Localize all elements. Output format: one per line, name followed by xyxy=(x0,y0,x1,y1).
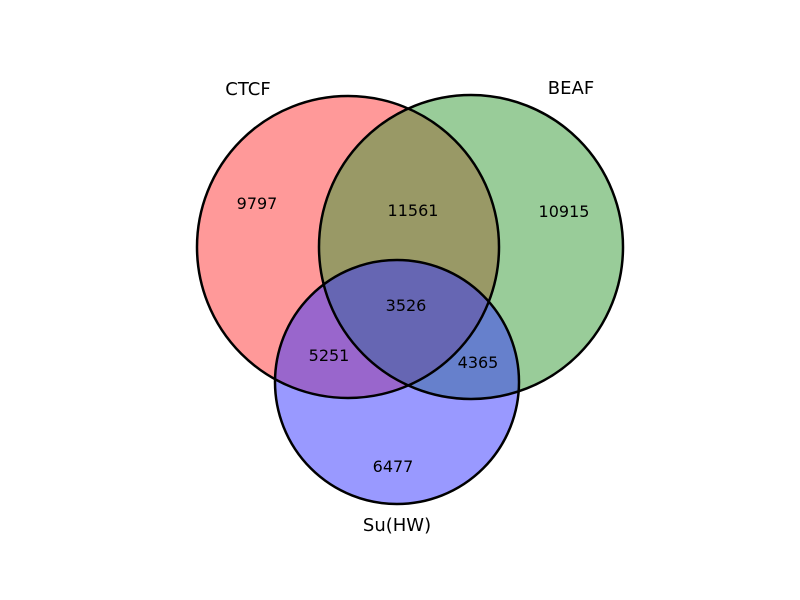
ctcf-label: CTCF xyxy=(225,79,270,100)
beaf-label: BEAF xyxy=(548,78,594,99)
suhw-circle xyxy=(275,260,519,504)
set-outlines xyxy=(195,93,625,506)
suhw-outline xyxy=(273,258,521,506)
beaf-suhw-count: 4365 xyxy=(458,353,499,372)
ctcf-beaf-count: 11561 xyxy=(388,201,439,220)
beaf-only-count: 10915 xyxy=(539,202,590,221)
ctcf-only-count: 9797 xyxy=(237,194,278,213)
set-fills xyxy=(197,95,623,504)
suhw-only-count: 6477 xyxy=(373,457,414,476)
ctcf-outline xyxy=(195,94,501,400)
ctcf-suhw-count: 5251 xyxy=(309,346,350,365)
all-three-count: 3526 xyxy=(386,296,427,315)
beaf-outline xyxy=(317,93,625,401)
suhw-label: Su(HW) xyxy=(363,515,431,536)
